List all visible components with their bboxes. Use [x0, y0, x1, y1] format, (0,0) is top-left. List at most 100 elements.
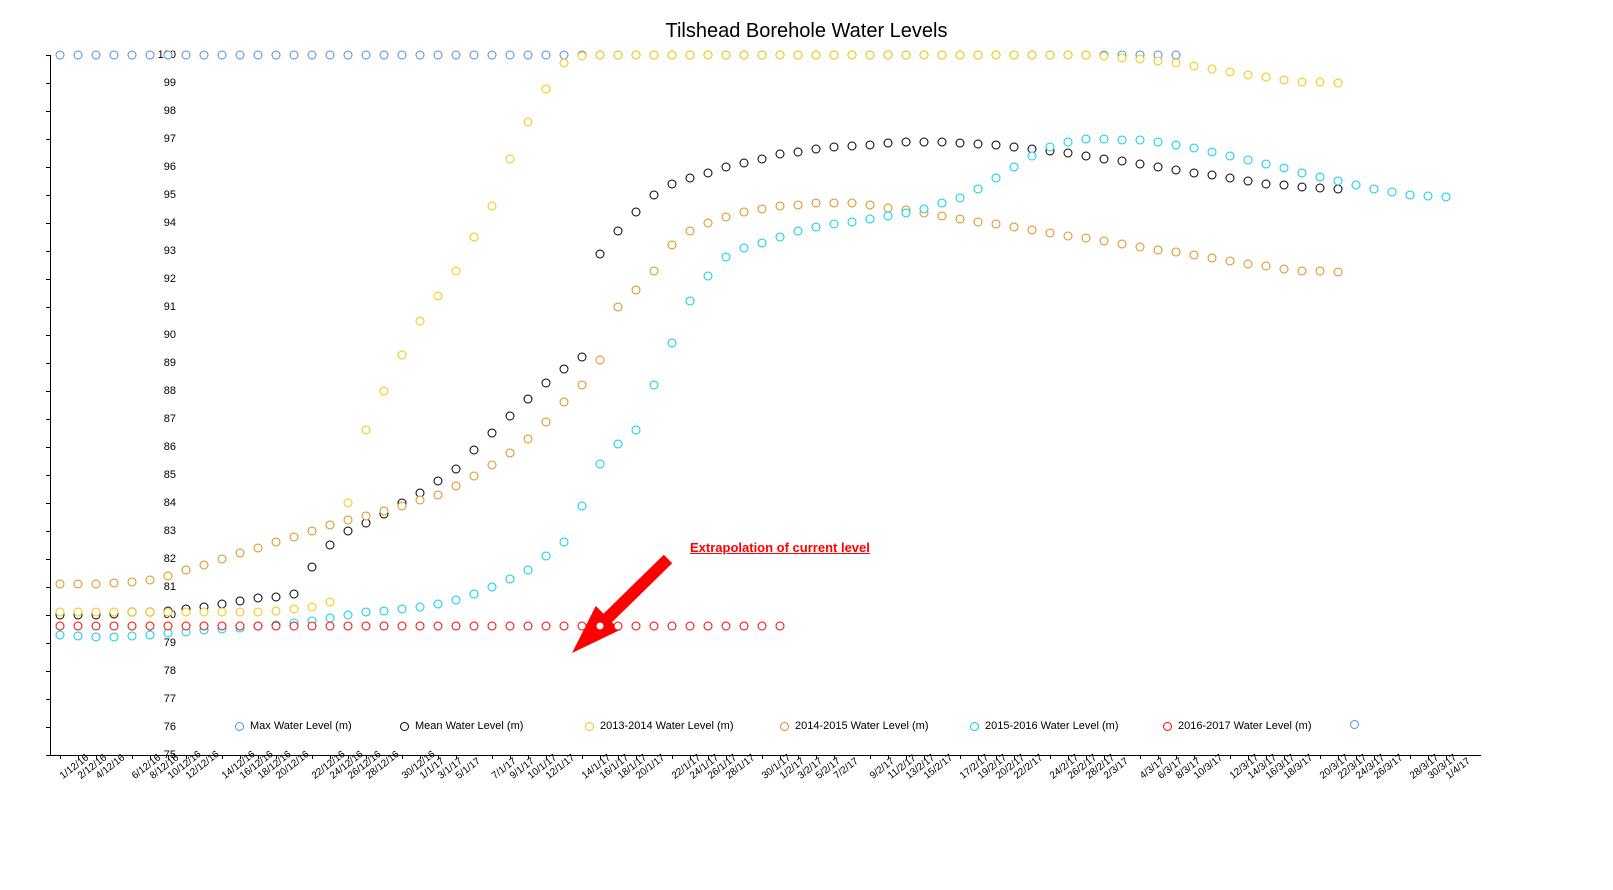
- x-tick: [1104, 755, 1105, 759]
- data-point: [452, 482, 461, 491]
- x-tick: [582, 755, 583, 759]
- x-tick: [96, 755, 97, 759]
- data-point: [1280, 181, 1289, 190]
- data-point: [1046, 143, 1055, 152]
- data-point: [758, 238, 767, 247]
- legend-label: 2015-2016 Water Level (m): [985, 720, 1119, 732]
- data-point: [1244, 156, 1253, 165]
- data-point: [632, 426, 641, 435]
- legend-marker-icon: [780, 722, 789, 731]
- y-tick: [46, 727, 50, 728]
- y-tick: [46, 391, 50, 392]
- y-tick-label: 82: [164, 553, 176, 565]
- data-point: [524, 434, 533, 443]
- data-point: [398, 501, 407, 510]
- data-point: [1082, 151, 1091, 160]
- data-point: [848, 199, 857, 208]
- data-point: [506, 51, 515, 60]
- x-tick: [1086, 755, 1087, 759]
- data-point: [380, 387, 389, 396]
- data-point: [164, 622, 173, 631]
- data-point: [1298, 182, 1307, 191]
- y-tick: [46, 559, 50, 560]
- data-point: [1100, 135, 1109, 144]
- x-tick: [600, 755, 601, 759]
- x-tick: [960, 755, 961, 759]
- legend-item: Max Water Level (m): [235, 720, 352, 732]
- data-point: [1334, 185, 1343, 194]
- data-point: [1010, 142, 1019, 151]
- data-point: [452, 465, 461, 474]
- data-point: [956, 193, 965, 202]
- data-point: [1064, 231, 1073, 240]
- x-tick: [312, 755, 313, 759]
- data-point: [1136, 136, 1145, 145]
- data-point: [920, 137, 929, 146]
- x-tick: [60, 755, 61, 759]
- data-point: [470, 445, 479, 454]
- data-point: [1082, 51, 1091, 60]
- data-point: [308, 51, 317, 60]
- data-point: [56, 51, 65, 60]
- data-point: [56, 608, 65, 617]
- x-tick: [222, 755, 223, 759]
- data-point: [794, 227, 803, 236]
- data-point: [218, 51, 227, 60]
- data-point: [704, 622, 713, 631]
- data-point: [1064, 51, 1073, 60]
- data-point: [506, 448, 515, 457]
- data-point: [848, 142, 857, 151]
- data-point: [344, 527, 353, 536]
- data-point: [524, 566, 533, 575]
- data-point: [344, 622, 353, 631]
- x-tick: [762, 755, 763, 759]
- data-point: [1298, 77, 1307, 86]
- data-point: [1172, 140, 1181, 149]
- data-point: [380, 606, 389, 615]
- x-tick: [1068, 755, 1069, 759]
- x-tick: [1014, 755, 1015, 759]
- legend-item: 2015-2016 Water Level (m): [970, 720, 1119, 732]
- data-point: [92, 608, 101, 617]
- data-point: [992, 174, 1001, 183]
- data-point: [686, 174, 695, 183]
- y-tick: [46, 167, 50, 168]
- data-point: [434, 51, 443, 60]
- data-point: [308, 563, 317, 572]
- data-point: [794, 51, 803, 60]
- data-point: [668, 339, 677, 348]
- x-tick: [1446, 755, 1447, 759]
- data-point: [1190, 143, 1199, 152]
- data-point: [938, 137, 947, 146]
- data-point: [956, 214, 965, 223]
- data-point: [668, 51, 677, 60]
- data-point: [326, 622, 335, 631]
- data-point: [452, 266, 461, 275]
- x-tick: [1428, 755, 1429, 759]
- data-point: [470, 590, 479, 599]
- data-point: [1136, 55, 1145, 64]
- data-point: [614, 51, 623, 60]
- data-point: [596, 356, 605, 365]
- data-point: [1154, 137, 1163, 146]
- y-tick-label: 77: [164, 693, 176, 705]
- data-point: [1298, 266, 1307, 275]
- data-point: [722, 622, 731, 631]
- data-point: [272, 538, 281, 547]
- y-tick-label: 93: [164, 245, 176, 257]
- data-point: [1172, 165, 1181, 174]
- x-tick: [528, 755, 529, 759]
- data-point: [884, 139, 893, 148]
- data-point: [92, 622, 101, 631]
- data-point: [776, 51, 785, 60]
- data-point: [362, 608, 371, 617]
- data-point: [560, 398, 569, 407]
- x-tick: [510, 755, 511, 759]
- x-tick: [870, 755, 871, 759]
- y-tick: [46, 55, 50, 56]
- data-point: [1388, 188, 1397, 197]
- data-point: [434, 599, 443, 608]
- x-tick: [834, 755, 835, 759]
- data-point: [992, 51, 1001, 60]
- y-tick-label: 81: [164, 581, 176, 593]
